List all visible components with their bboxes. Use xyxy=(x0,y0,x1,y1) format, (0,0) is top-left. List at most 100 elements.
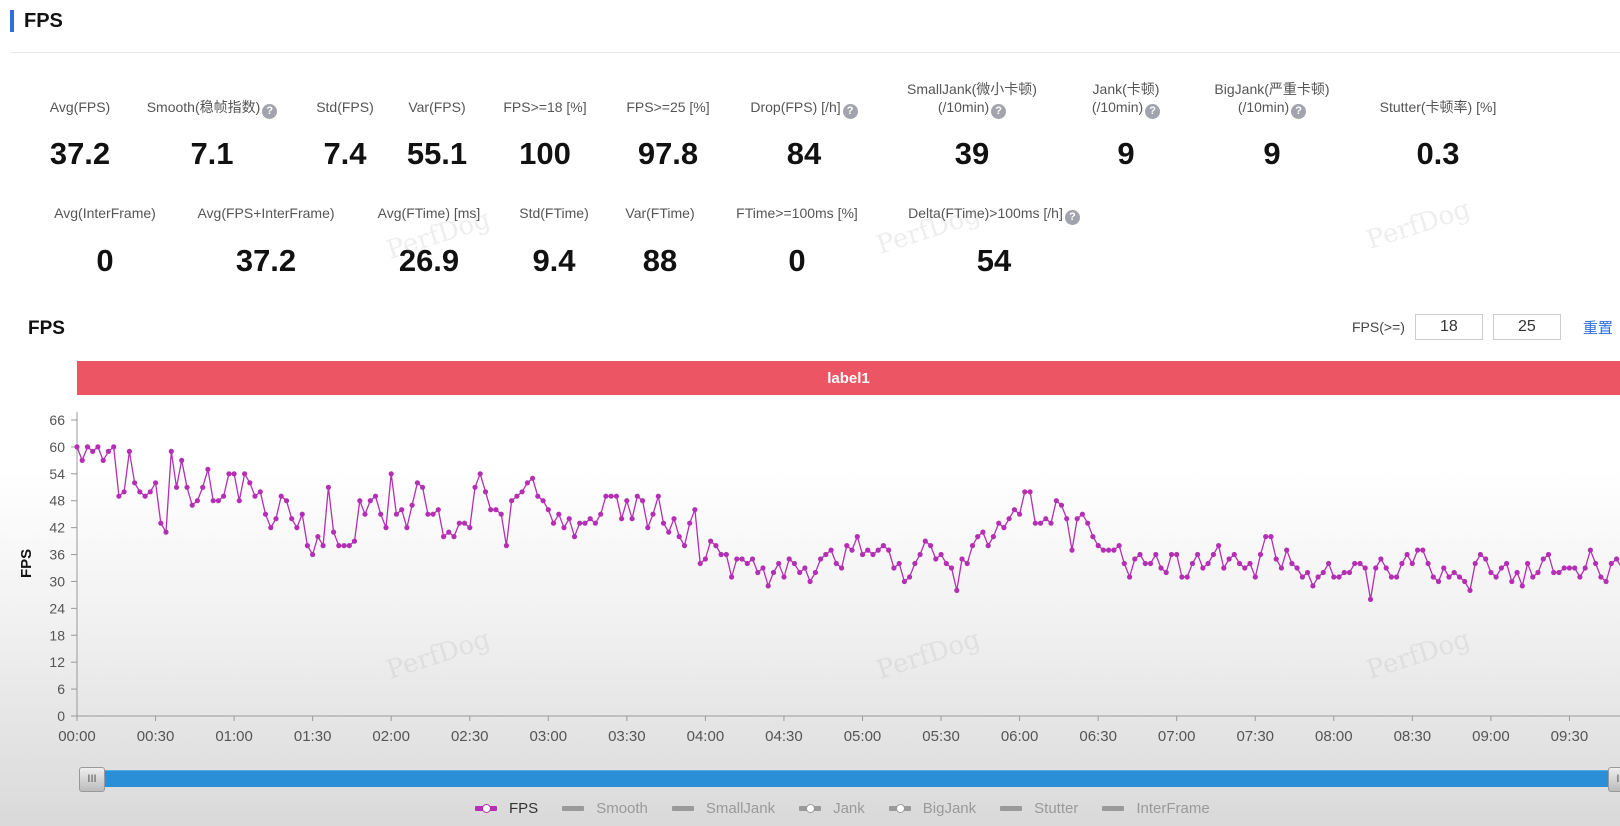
slider-track[interactable] xyxy=(91,770,1620,787)
fps-data-point xyxy=(1441,565,1447,571)
fps-data-point xyxy=(378,511,384,517)
help-icon[interactable]: ? xyxy=(1064,210,1080,225)
fps-data-point xyxy=(1142,560,1148,567)
metric-std-ftime: Std(FTime) 9.4 xyxy=(434,204,674,278)
help-icon[interactable]: ? xyxy=(842,104,858,119)
fps-data-point xyxy=(1409,560,1415,567)
fps-data-point xyxy=(1399,560,1405,567)
fps-line-chart[interactable]: 0 6 12 18 24 30 36 42 48 54 60 66 00:00 00:30 01:00 01:… xyxy=(0,400,1620,760)
fps-data-point xyxy=(1446,574,1452,580)
fps-data-point xyxy=(1587,547,1593,553)
fps-data-point xyxy=(802,565,808,571)
fps-data-point xyxy=(718,551,724,558)
fps-data-point xyxy=(608,493,614,499)
fps-data-point xyxy=(912,560,918,567)
fps-data-point xyxy=(262,511,269,517)
x-tick-label: 05:30 xyxy=(922,728,960,745)
fps-data-point xyxy=(1336,574,1342,580)
fps-data-point xyxy=(713,543,719,549)
fps-data-point xyxy=(603,493,609,499)
help-icon[interactable]: ? xyxy=(1145,104,1161,119)
fps-data-point xyxy=(917,551,923,558)
metric-label: (/10min)? xyxy=(1152,98,1392,119)
metric-label-text: Drop(FPS) [/h] xyxy=(750,99,841,115)
y-tick-label: 24 xyxy=(49,600,65,616)
help-icon[interactable]: ? xyxy=(1291,104,1307,119)
fps-data-point xyxy=(194,498,200,504)
metric-bigjank: BigJank(严重卡顿) (/10min)? 9 xyxy=(1152,80,1392,171)
legend-item-interframe[interactable]: InterFrame xyxy=(1102,800,1210,817)
threshold-input-1[interactable] xyxy=(1414,314,1483,340)
fps-data-point xyxy=(996,520,1002,526)
fps-data-point xyxy=(294,525,300,531)
fps-data-point xyxy=(975,534,981,540)
fps-data-point xyxy=(1357,560,1363,567)
fps-data-point xyxy=(498,511,504,517)
zoom-slider[interactable]: III III xyxy=(79,767,1620,792)
fps-data-point xyxy=(215,498,221,504)
help-icon[interactable]: ? xyxy=(991,104,1007,119)
slider-handle-left[interactable]: III xyxy=(79,767,105,792)
fps-data-point xyxy=(210,498,216,504)
fps-data-point xyxy=(346,543,352,549)
fps-data-point xyxy=(797,569,803,576)
metric-value: 0 xyxy=(96,243,114,278)
fps-data-point xyxy=(928,543,934,549)
fps-data-point xyxy=(100,457,106,463)
fps-data-point xyxy=(132,480,138,486)
fps-data-point xyxy=(509,498,515,504)
fps-data-point xyxy=(1027,489,1033,495)
help-icon[interactable]: ? xyxy=(262,104,278,119)
legend-item-stutter[interactable]: Stutter xyxy=(1000,800,1078,817)
fps-data-point xyxy=(671,516,677,522)
fps-data-point xyxy=(765,583,771,589)
fps-data-point xyxy=(880,543,887,549)
fps-data-point xyxy=(865,547,871,553)
legend-item-smooth[interactable]: Smooth xyxy=(562,800,648,817)
metric-smalljank: SmallJank(微小卡顿) (/10min)? 39 xyxy=(852,80,1092,171)
fps-data-point xyxy=(1483,556,1489,562)
fps-data-point xyxy=(1263,534,1269,540)
fps-data-point xyxy=(1195,551,1201,558)
x-tick-label: 08:30 xyxy=(1394,728,1432,745)
fps-data-point xyxy=(179,457,185,463)
metric-label: FPS>=25 [%] xyxy=(548,98,788,116)
fps-data-point xyxy=(1032,520,1038,526)
fps-data-point xyxy=(1278,565,1284,571)
metric-avg-fps-interframe: Avg(FPS+InterFrame) 37.2 xyxy=(146,204,386,278)
legend-item-smalljank[interactable]: SmallJank xyxy=(671,800,775,817)
fps-data-point xyxy=(566,516,572,522)
fps-data-point xyxy=(367,498,373,504)
fps-data-point xyxy=(90,448,96,454)
fps-data-point xyxy=(74,444,80,450)
label-band[interactable]: label1 xyxy=(77,361,1620,395)
legend-item-bigjank[interactable]: BigJank xyxy=(888,800,977,817)
legend-item-jank[interactable]: Jank xyxy=(799,800,865,817)
watermark: PerfDog xyxy=(1362,194,1474,256)
metric-value: 100 xyxy=(519,136,571,171)
legend-item-fps[interactable]: FPS xyxy=(475,800,538,817)
x-tick-label: 04:00 xyxy=(687,728,725,745)
fps-data-point xyxy=(137,489,143,495)
legend-label: BigJank xyxy=(922,800,977,817)
fps-data-point xyxy=(1053,498,1059,504)
fps-data-point xyxy=(268,525,274,531)
reset-link[interactable]: 重置 xyxy=(1582,319,1613,337)
fps-data-point xyxy=(1273,556,1279,562)
fps-data-point xyxy=(1163,569,1169,576)
metric-value: 9.4 xyxy=(532,243,576,278)
threshold-input-2[interactable] xyxy=(1492,314,1561,340)
fps-data-point xyxy=(702,556,709,562)
fps-data-point xyxy=(1582,565,1588,571)
fps-data-point xyxy=(304,543,310,549)
fps-data-point xyxy=(1525,560,1531,567)
x-tick-label: 03:00 xyxy=(530,728,568,745)
fps-data-point xyxy=(399,507,405,513)
metric-label: SmallJank(微小卡顿) xyxy=(852,80,1092,98)
slider-handle-right[interactable]: III xyxy=(1608,767,1620,792)
y-tick-label: 48 xyxy=(49,493,65,509)
fps-data-point xyxy=(1435,578,1442,585)
metric-label-text: Avg(FPS+InterFrame) xyxy=(197,205,335,221)
metric-value: 7.4 xyxy=(323,136,367,171)
fps-data-point xyxy=(493,507,499,513)
